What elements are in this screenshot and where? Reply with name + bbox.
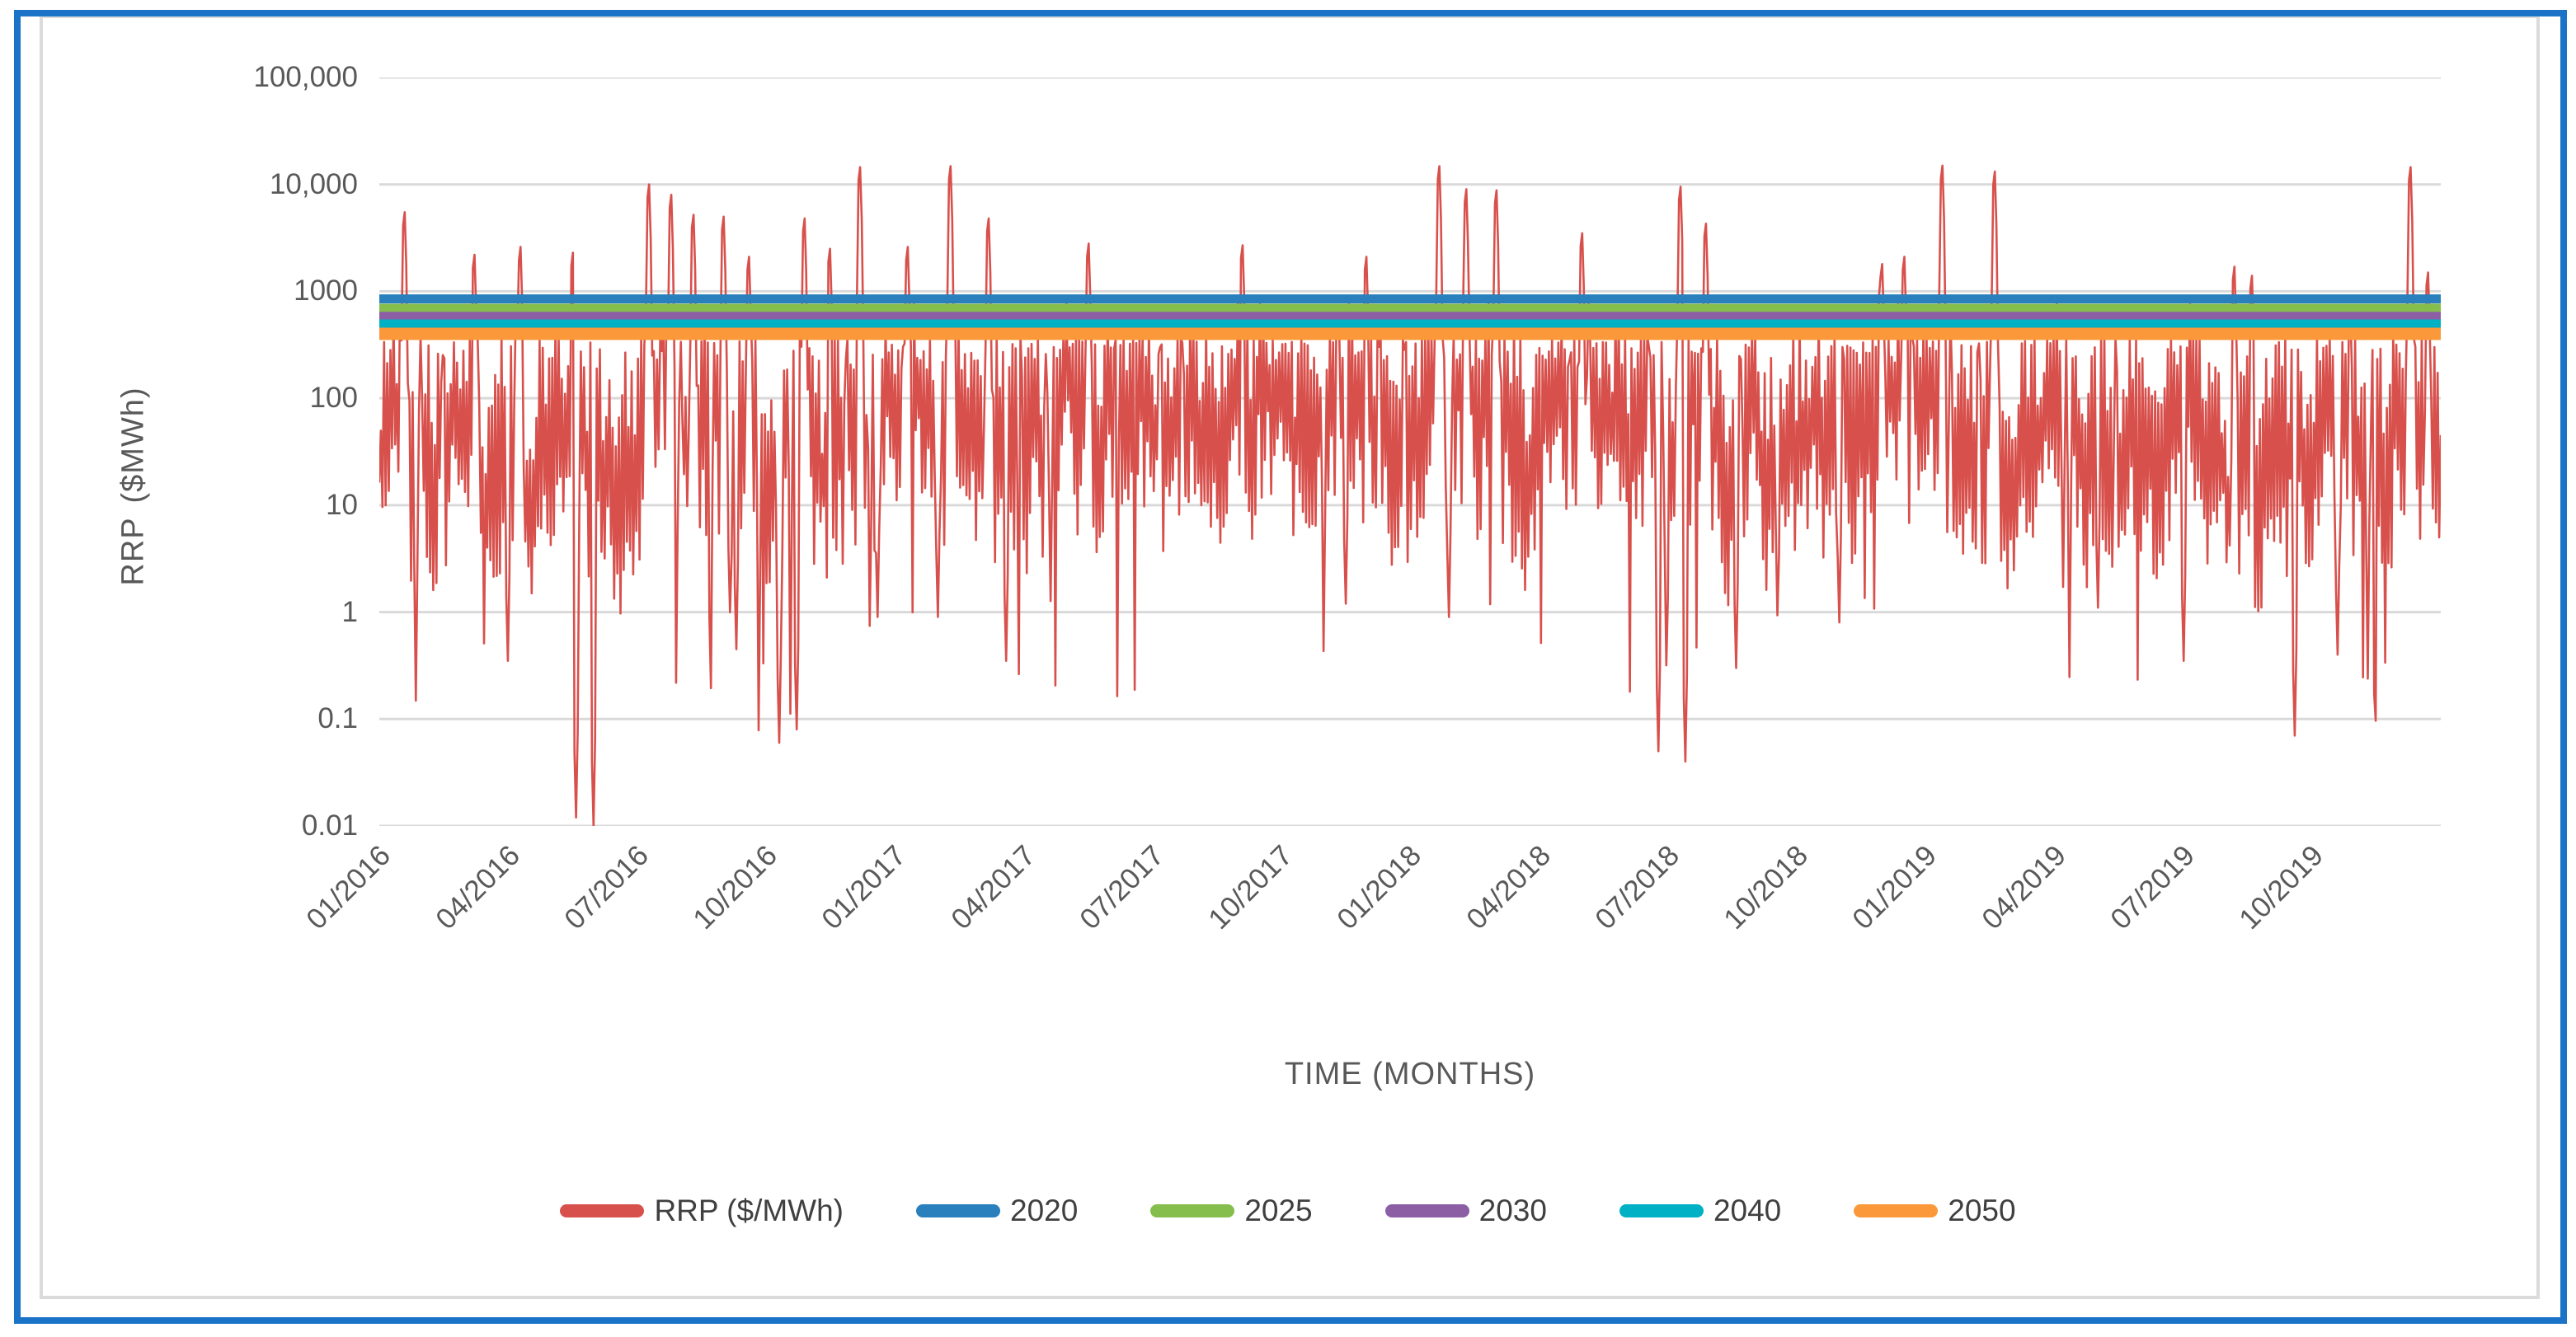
legend: RRP ($/MWh) 2020 2025 2030 2040 2050	[0, 1194, 2576, 1228]
legend-label-2040: 2040	[1713, 1194, 1782, 1227]
y-tick-label-100: 100	[309, 382, 358, 415]
y-tick-label-1: 1	[341, 595, 358, 628]
legend-item-2020: 2020	[916, 1194, 1078, 1228]
legend-swatch-2025	[1150, 1204, 1235, 1217]
legend-item-2050: 2050	[1854, 1194, 2016, 1228]
y-tick-label-0-01: 0.01	[301, 809, 358, 842]
y-tick-label-0-1: 0.1	[317, 702, 358, 735]
x-axis-title: TIME (MONTHS)	[1284, 1057, 1536, 1091]
legend-swatch-rrp-mwh	[560, 1204, 645, 1217]
y-tick-label-10-000: 10,000	[269, 167, 358, 200]
legend-label-2025: 2025	[1244, 1194, 1313, 1227]
legend-swatch-2020	[916, 1204, 1000, 1217]
legend-swatch-2050	[1854, 1204, 1939, 1217]
legend-swatch-2040	[1619, 1204, 1704, 1217]
legend-item-rrp-mwh: RRP ($/MWh)	[560, 1194, 844, 1228]
y-tick-label-1000: 1000	[294, 274, 358, 307]
picture-border	[14, 10, 2567, 1324]
rrp-series-path	[379, 164, 2441, 826]
y-tick-label-100-000: 100,000	[253, 61, 358, 93]
legend-swatch-2030	[1384, 1204, 1469, 1217]
y-tick-label-10: 10	[326, 488, 358, 521]
legend-label-rrp-mwh: RRP ($/MWh)	[654, 1194, 844, 1227]
chart-frame	[40, 15, 2540, 1299]
legend-label-2030: 2030	[1478, 1194, 1547, 1227]
y-axis-title: RRP ($MWh)	[115, 387, 151, 586]
legend-item-2040: 2040	[1619, 1194, 1781, 1228]
legend-item-2030: 2030	[1384, 1194, 1547, 1228]
legend-label-2020: 2020	[1010, 1194, 1079, 1227]
plot-area	[379, 77, 2441, 826]
legend-label-2050: 2050	[1948, 1194, 2016, 1227]
legend-item-2025: 2025	[1150, 1194, 1313, 1228]
